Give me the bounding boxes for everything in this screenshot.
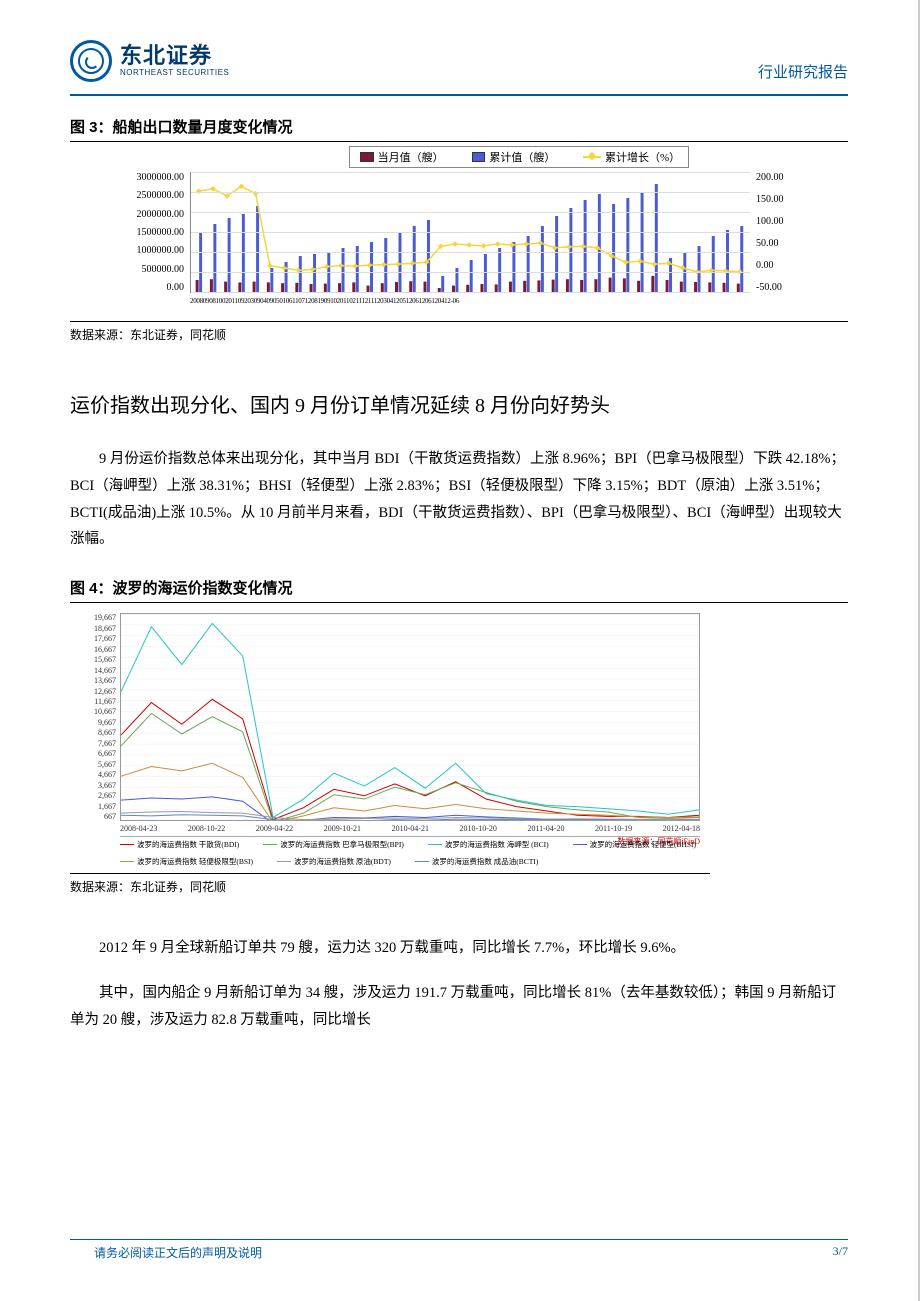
para-2: 2012 年 9 月全球新船订单共 79 艘，运力达 320 万载重吨，同比增长…: [70, 935, 848, 962]
section-title: 运价指数出现分化、国内 9 月份订单情况延续 8 月份向好势头: [70, 389, 848, 418]
fig3-x-labels: 2008090810020110920309040905010611071208…: [190, 297, 750, 305]
logo-cn: 东北证券: [120, 45, 229, 67]
para-1: 9 月份运价指数总体来出现分化，其中当月 BDI（干散货运费指数）上涨 8.96…: [70, 446, 848, 553]
logo-icon: [70, 40, 112, 82]
fig3-chart: 当月值（艘）累计值（艘）累计增长（%） 3000000.002500000.00…: [70, 142, 848, 319]
logo-en: NORTHEAST SECURITIES: [120, 69, 229, 77]
footer-page-num: 3/7: [833, 1244, 848, 1261]
fig4-source: 数据来源：东北证券，同花顺: [70, 873, 710, 895]
logo: 东北证券 NORTHEAST SECURITIES: [70, 40, 229, 82]
header-rule: [70, 94, 848, 96]
fig4-title: 图 4：波罗的海运价指数变化情况: [70, 577, 848, 598]
fig3-source: 数据来源：东北证券，同花顺: [70, 321, 848, 343]
para-3: 其中，国内船企 9 月新船订单为 34 艘，涉及运力 191.7 万载重吨，同比…: [70, 980, 848, 1034]
fig4-chart: 19,66718,66717,66716,66715,66714,66713,6…: [70, 602, 848, 871]
footer-disclaimer: 请务必阅读正文后的声明及说明: [70, 1244, 262, 1261]
report-type: 行业研究报告: [758, 61, 848, 82]
page-header: 东北证券 NORTHEAST SECURITIES 行业研究报告: [70, 40, 848, 90]
page-footer: 请务必阅读正文后的声明及说明 3/7: [70, 1239, 848, 1261]
fig3-title: 图 3：船舶出口数量月度变化情况: [70, 116, 848, 137]
